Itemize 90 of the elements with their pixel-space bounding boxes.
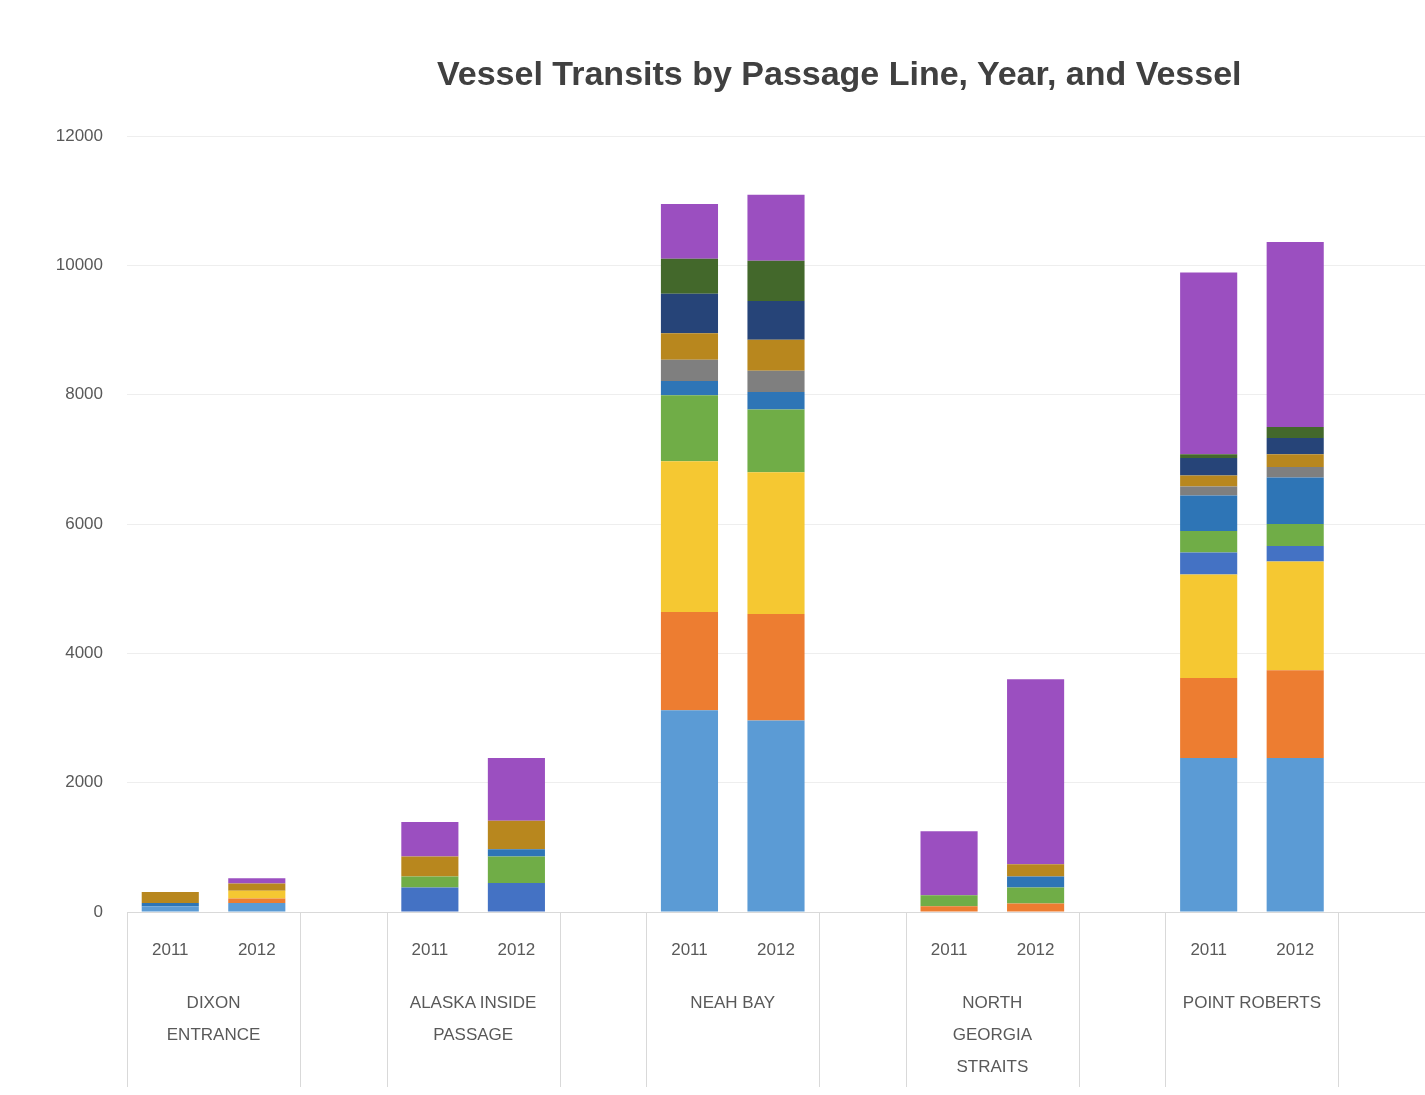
bar xyxy=(1180,758,1238,912)
text: POINT ROBERTS xyxy=(1182,992,1322,1012)
y-tick-label: 10000 xyxy=(55,255,103,275)
bar xyxy=(1266,561,1324,671)
bar xyxy=(1266,477,1324,524)
bar xyxy=(660,258,719,294)
x-tick-label: 2012 xyxy=(1276,939,1315,959)
bar xyxy=(228,898,286,903)
bar xyxy=(920,895,978,907)
bar xyxy=(1266,758,1324,912)
bar xyxy=(401,887,459,912)
bar xyxy=(920,906,978,912)
bar xyxy=(1266,467,1324,478)
y-tick-label: 6000 xyxy=(65,513,103,533)
bar xyxy=(747,409,805,473)
text: NEAH BAY xyxy=(690,992,776,1012)
chart-title: Vessel Transits by Passage Line, Year, and Vessel xyxy=(437,54,1242,93)
bar xyxy=(228,902,286,912)
bar xyxy=(1266,242,1324,427)
bar xyxy=(401,822,459,857)
x-tick-label: 2011 xyxy=(411,939,449,959)
bar xyxy=(1180,486,1238,496)
bar xyxy=(1007,876,1065,888)
bar xyxy=(747,194,805,261)
bar xyxy=(660,461,719,612)
bar xyxy=(1180,495,1238,532)
bar xyxy=(920,831,978,896)
bar xyxy=(1266,545,1324,562)
bar xyxy=(1266,454,1324,468)
bar xyxy=(228,883,286,891)
y-tick-label: 2000 xyxy=(65,772,103,792)
bar xyxy=(660,395,719,462)
bar xyxy=(1007,679,1065,865)
bar xyxy=(1266,437,1324,455)
bar xyxy=(1266,524,1324,546)
y-tick-label: 4000 xyxy=(65,643,103,663)
text: DIXON ENTRANCE xyxy=(166,992,261,1044)
bar xyxy=(747,392,805,410)
bar xyxy=(1007,864,1065,877)
bar xyxy=(1180,272,1238,455)
bar xyxy=(1180,458,1238,476)
bar xyxy=(660,293,719,334)
bar xyxy=(1180,552,1238,575)
bar xyxy=(487,849,545,857)
bar xyxy=(1266,427,1324,438)
bar xyxy=(141,902,199,907)
x-tick-label: 2012 xyxy=(1016,939,1055,959)
bar xyxy=(660,333,719,360)
bar xyxy=(660,203,719,259)
bar xyxy=(487,882,545,912)
bar xyxy=(747,720,805,912)
bar xyxy=(487,820,545,850)
x-tick-label: 2012 xyxy=(497,939,536,959)
bar xyxy=(747,300,805,340)
x-tick-label: 2011 xyxy=(930,939,968,959)
bar xyxy=(1180,454,1238,459)
bar xyxy=(228,878,286,884)
x-tick-label: 2011 xyxy=(671,939,708,959)
bar xyxy=(401,856,459,877)
bar xyxy=(141,906,199,912)
x-tick-label: 2011 xyxy=(151,939,189,959)
y-tick-label: 0 xyxy=(93,901,103,921)
x-tick-label: 2012 xyxy=(237,939,276,959)
y-tick-label: 12000 xyxy=(55,125,103,145)
bar xyxy=(660,359,719,382)
bar xyxy=(141,891,199,903)
bar xyxy=(487,856,545,883)
bar xyxy=(747,613,805,721)
bar xyxy=(487,758,545,821)
bar xyxy=(1266,670,1324,759)
bar xyxy=(1007,887,1065,904)
bar xyxy=(1180,531,1238,553)
bar xyxy=(747,260,805,301)
bar xyxy=(747,472,805,614)
x-tick-label: 2012 xyxy=(757,939,795,959)
bar xyxy=(660,611,719,711)
bar xyxy=(1180,475,1238,487)
text: NORTH GEORGIA STRAITS xyxy=(952,992,1033,1076)
bar xyxy=(228,890,286,899)
bar xyxy=(1180,574,1238,678)
bar xyxy=(660,710,719,912)
bar xyxy=(1180,677,1238,759)
x-tick-label: 2011 xyxy=(1190,939,1227,959)
y-tick-label: 8000 xyxy=(65,384,103,404)
bar xyxy=(747,370,805,393)
bar xyxy=(660,381,719,396)
text: ALASKA INSIDE PASSAGE xyxy=(409,992,537,1044)
bar xyxy=(747,339,805,371)
bar xyxy=(1007,903,1065,912)
bar xyxy=(401,876,459,888)
